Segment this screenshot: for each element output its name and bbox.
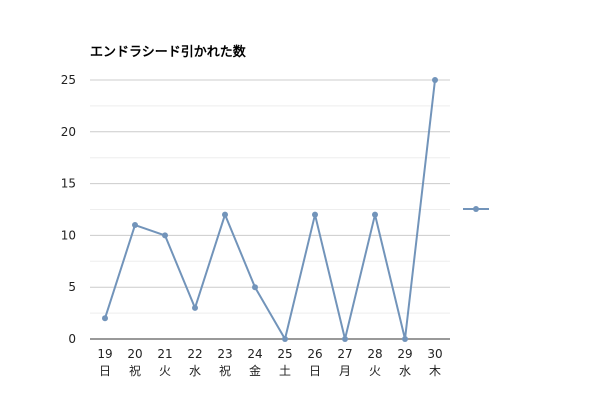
x-tick-label: 28 [367, 347, 382, 361]
y-tick-label: 10 [61, 228, 76, 242]
x-tick-sublabel: 火 [159, 364, 171, 378]
data-point [132, 222, 138, 229]
x-tick-label: 20 [127, 347, 142, 361]
data-point [402, 336, 408, 342]
x-tick-label: 30 [427, 347, 442, 361]
x-tick-sublabel: 水 [399, 364, 411, 378]
axes: 0 5 10 15 20 25 19 日 20 祝 21 火 22 水 23 祝 24 金 25 土 26 日 27 月 28 火… [61, 73, 450, 378]
y-tick-label: 5 [68, 280, 76, 294]
data-point [102, 315, 108, 322]
y-tick-label: 25 [61, 73, 76, 87]
chart-title: エンドラシード引かれた数 [90, 44, 247, 60]
x-tick-sublabel: 祝 [129, 364, 141, 378]
data-point [192, 304, 198, 311]
y-tick-label: 20 [61, 125, 76, 139]
data-point [222, 211, 228, 218]
x-tick-label: 27 [337, 347, 352, 361]
y-tick-label: 0 [68, 332, 76, 346]
x-tick-sublabel: 祝 [219, 364, 231, 378]
y-tick-label: 15 [61, 177, 76, 191]
x-tick-label: 26 [307, 347, 322, 361]
grid [90, 79, 450, 314]
x-tick-label: 23 [217, 347, 232, 361]
x-tick-label: 25 [277, 347, 292, 361]
data-point [342, 336, 348, 342]
x-tick-sublabel: 土 [279, 364, 291, 378]
x-tick-sublabel: 木 [429, 364, 441, 378]
x-tick-sublabel: 日 [99, 364, 111, 378]
data-point [312, 211, 318, 218]
series-line [104, 79, 436, 340]
x-tick-sublabel: 金 [249, 363, 261, 378]
legend-marker [473, 206, 479, 212]
x-tick-label: 22 [187, 347, 202, 361]
x-tick-sublabel: 火 [369, 364, 381, 378]
data-point [252, 284, 258, 291]
x-tick-label: 24 [247, 347, 262, 361]
series-layer [102, 77, 438, 342]
legend [463, 206, 489, 212]
data-point [372, 211, 378, 218]
x-tick-sublabel: 月 [339, 364, 351, 378]
x-tick-label: 19 [97, 347, 112, 361]
data-point [282, 336, 288, 342]
x-tick-sublabel: 水 [189, 364, 201, 378]
x-tick-sublabel: 日 [309, 364, 321, 378]
data-point [432, 77, 438, 83]
x-tick-label: 21 [157, 347, 172, 361]
data-point [162, 232, 168, 239]
x-tick-label: 29 [397, 347, 412, 361]
